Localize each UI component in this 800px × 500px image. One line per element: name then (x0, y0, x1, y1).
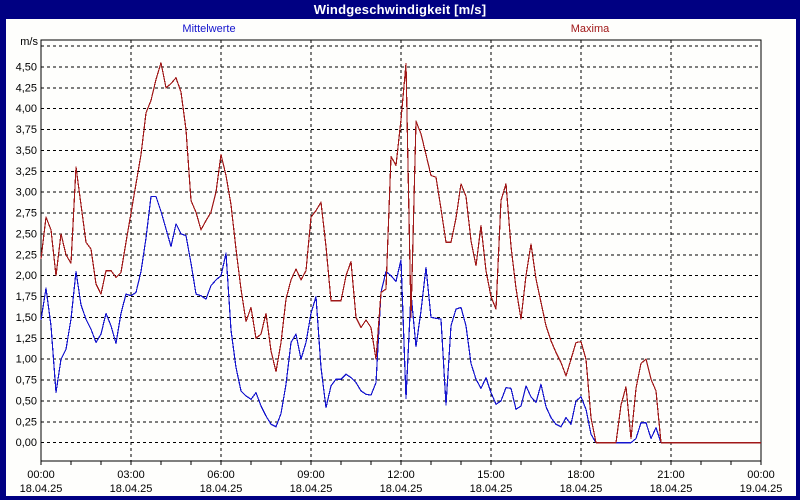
x-tick-time-label: 00:00 (27, 469, 55, 481)
x-tick-time-label: 21:00 (657, 469, 685, 481)
y-tick-label: 1,75 (16, 291, 37, 303)
series-line-maxima (40, 62, 761, 444)
y-tick-label: 2,75 (16, 208, 37, 220)
window-title: Windgeschwindigkeit [m/s] (313, 2, 487, 17)
x-tick-time-label: 18:00 (567, 469, 595, 481)
x-tick-time-label: 12:00 (387, 469, 415, 481)
series-line-mittelwerte (40, 195, 761, 444)
x-tick-date-label: 18.04.25 (200, 483, 243, 495)
y-tick-label: 3,00 (16, 187, 37, 199)
x-tick-time-label: 09:00 (297, 469, 325, 481)
y-tick-label: 4,00 (16, 103, 37, 115)
y-tick-label: 1,25 (16, 333, 37, 345)
x-tick-time-label: 06:00 (207, 469, 235, 481)
legend-maxima: Maxima (570, 23, 610, 35)
x-tick-date-label: 18.04.25 (290, 483, 333, 495)
y-tick-label: 2,25 (16, 249, 37, 261)
y-tick-label: 0,25 (16, 416, 37, 428)
y-tick-label: 3,50 (16, 145, 37, 157)
x-tick-date-label: 18.04.25 (110, 483, 153, 495)
y-tick-label: 1,00 (16, 354, 37, 366)
x-tick-time-label: 00:00 (747, 469, 775, 481)
y-tick-label: 3,25 (16, 166, 37, 178)
y-tick-label: 0,00 (16, 437, 37, 449)
y-tick-label: 0,50 (16, 395, 37, 407)
y-tick-label: 2,50 (16, 228, 37, 240)
y-tick-label: 1,50 (16, 312, 37, 324)
x-tick-date-label: 19.04.25 (740, 483, 783, 495)
y-tick-label: 4,50 (16, 61, 37, 73)
y-axis-unit-label: m/s (20, 36, 38, 48)
legend-mittelwerte: Mittelwerte (182, 23, 236, 35)
y-tick-label: 0,75 (16, 375, 37, 387)
y-tick-label: 3,75 (16, 124, 37, 136)
x-tick-date-label: 18.04.25 (470, 483, 513, 495)
title-bar: Windgeschwindigkeit [m/s] (0, 0, 800, 19)
x-tick-date-label: 18.04.25 (20, 483, 63, 495)
y-tick-label: 4,25 (16, 82, 37, 94)
y-tick-label: 2,00 (16, 270, 37, 282)
x-tick-time-label: 03:00 (117, 469, 145, 481)
x-tick-date-label: 18.04.25 (650, 483, 693, 495)
x-tick-time-label: 15:00 (477, 469, 505, 481)
x-tick-date-label: 18.04.25 (380, 483, 423, 495)
x-tick-date-label: 18.04.25 (560, 483, 603, 495)
